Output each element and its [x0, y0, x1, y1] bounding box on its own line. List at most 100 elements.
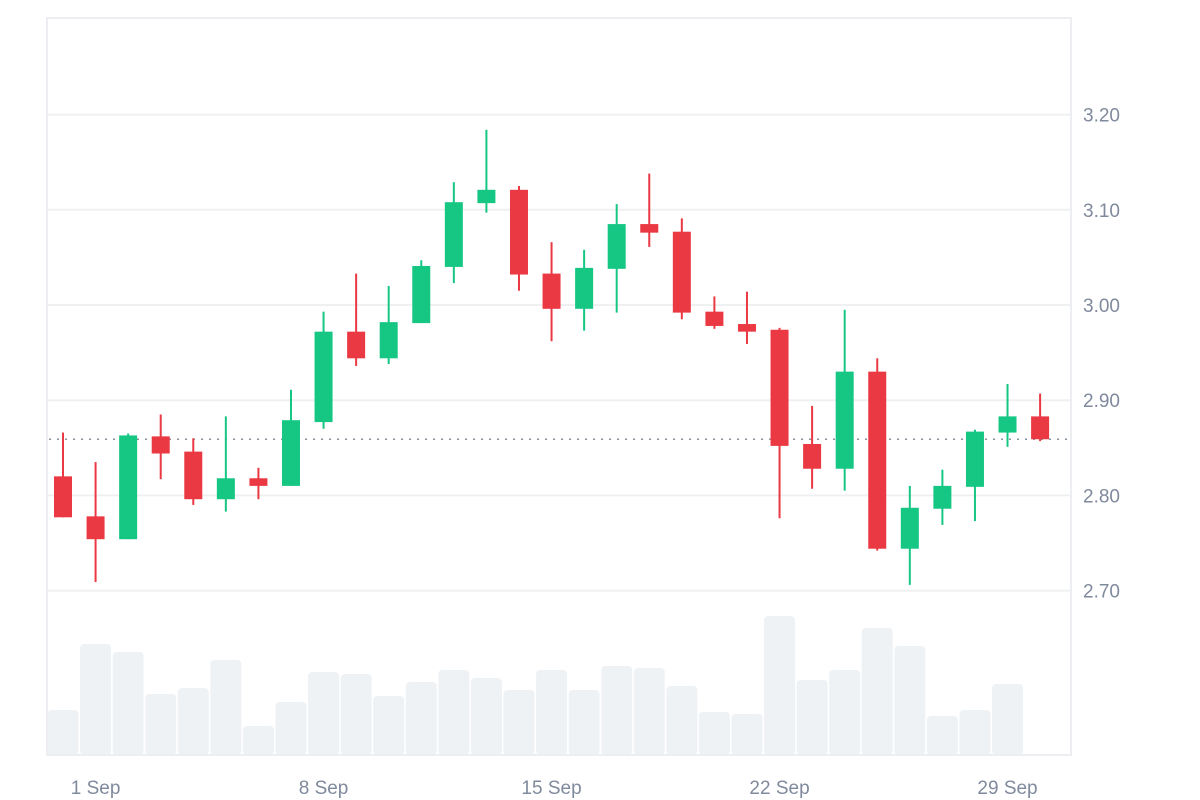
volume-bar: [308, 672, 340, 755]
x-axis-tick-label: 15 Sep: [521, 778, 581, 799]
candle[interactable]: [672, 218, 691, 320]
candle[interactable]: [86, 462, 105, 583]
candle-body: [151, 436, 170, 454]
candle[interactable]: [965, 429, 984, 522]
candle-body: [119, 435, 138, 540]
volume-bar: [80, 644, 112, 755]
candle-body: [770, 329, 789, 446]
candle-wick: [648, 173, 651, 247]
volume-bar: [731, 714, 763, 755]
candle-body: [54, 476, 72, 518]
volume-bar: [861, 628, 893, 755]
candle-body: [737, 324, 756, 332]
y-axis-tick-label: 2.80: [1083, 486, 1120, 507]
volume-bar: [601, 666, 633, 755]
x-axis-tick-label: 22 Sep: [749, 778, 809, 799]
volume-bar: [210, 660, 242, 755]
volume-bar: [373, 696, 405, 755]
volume-bar: [470, 678, 502, 755]
candle[interactable]: [379, 285, 398, 365]
volume-bar: [666, 686, 698, 755]
candle[interactable]: [705, 296, 724, 329]
candle[interactable]: [737, 291, 756, 345]
candle-body: [347, 331, 366, 359]
candles: [54, 129, 1050, 585]
candle-body: [314, 331, 333, 423]
volume-bar: [894, 646, 926, 755]
candle[interactable]: [54, 432, 72, 518]
candle[interactable]: [868, 358, 887, 551]
volume-bar: [112, 652, 144, 755]
volume-bar: [177, 688, 209, 755]
candle-body: [184, 451, 203, 500]
candle[interactable]: [314, 311, 333, 429]
volume-bar: [340, 674, 372, 755]
candle[interactable]: [607, 204, 626, 313]
candle-body: [281, 420, 300, 486]
candle-body: [607, 224, 626, 269]
candle-body: [412, 265, 431, 324]
candle-body: [444, 202, 463, 267]
candle-body: [379, 322, 398, 359]
candle-body: [672, 231, 691, 313]
x-axis-tick-label: 29 Sep: [977, 778, 1037, 799]
candle[interactable]: [477, 129, 496, 213]
volume-bar: [764, 616, 796, 755]
candle-body: [249, 478, 268, 486]
candle-body: [575, 267, 594, 309]
candle[interactable]: [412, 260, 431, 324]
candle-body: [216, 478, 235, 500]
candle[interactable]: [1031, 393, 1050, 442]
candle[interactable]: [119, 433, 138, 540]
volume-bar: [275, 702, 307, 755]
candle[interactable]: [216, 416, 235, 512]
volume-bar: [503, 690, 535, 755]
candle[interactable]: [509, 186, 528, 291]
candle[interactable]: [900, 485, 919, 585]
candle-body: [640, 224, 659, 233]
candle[interactable]: [803, 405, 822, 489]
volume-bar: [47, 710, 79, 755]
candle-body: [835, 371, 854, 469]
volume-bar: [568, 690, 600, 755]
candle[interactable]: [542, 242, 561, 342]
volume-bar: [959, 710, 991, 755]
volume-bar: [438, 670, 470, 755]
volume-bar: [536, 670, 568, 755]
y-axis-tick-label: 2.90: [1083, 391, 1120, 412]
y-axis-labels: 3.20 3.10 3.00 2.90 2.80 2.70: [1083, 106, 1120, 603]
candle[interactable]: [640, 173, 659, 247]
candle-body: [998, 416, 1017, 433]
candle[interactable]: [184, 438, 203, 505]
candle-body: [868, 371, 887, 549]
candle-wick: [62, 432, 64, 518]
candle-body: [900, 507, 919, 549]
candle[interactable]: [347, 273, 366, 366]
x-axis-labels: 1 Sep 8 Sep 15 Sep 22 Sep 29 Sep: [71, 778, 1038, 799]
candle[interactable]: [151, 414, 170, 480]
x-axis-tick-label: 8 Sep: [299, 778, 349, 799]
volume-bar: [242, 726, 274, 755]
candle[interactable]: [575, 249, 594, 331]
candle[interactable]: [770, 327, 789, 519]
volume-bar: [405, 682, 437, 755]
candle-body: [1031, 416, 1050, 440]
y-axis-tick-label: 3.10: [1083, 201, 1120, 222]
volume-bars: [47, 616, 1024, 755]
volume-bar: [633, 668, 665, 755]
plot-frame: [46, 17, 1072, 756]
candle-wick: [355, 273, 358, 366]
candle[interactable]: [444, 182, 463, 284]
candle[interactable]: [933, 469, 952, 525]
volume-bar: [829, 670, 861, 755]
candle-body: [705, 311, 724, 326]
candle[interactable]: [998, 384, 1017, 447]
y-axis-tick-label: 3.20: [1083, 106, 1120, 127]
candle[interactable]: [281, 389, 300, 486]
candle-wick: [224, 416, 227, 512]
candle[interactable]: [249, 467, 268, 500]
candle[interactable]: [835, 309, 854, 491]
candle-body: [542, 273, 561, 309]
candle-body: [933, 485, 952, 509]
